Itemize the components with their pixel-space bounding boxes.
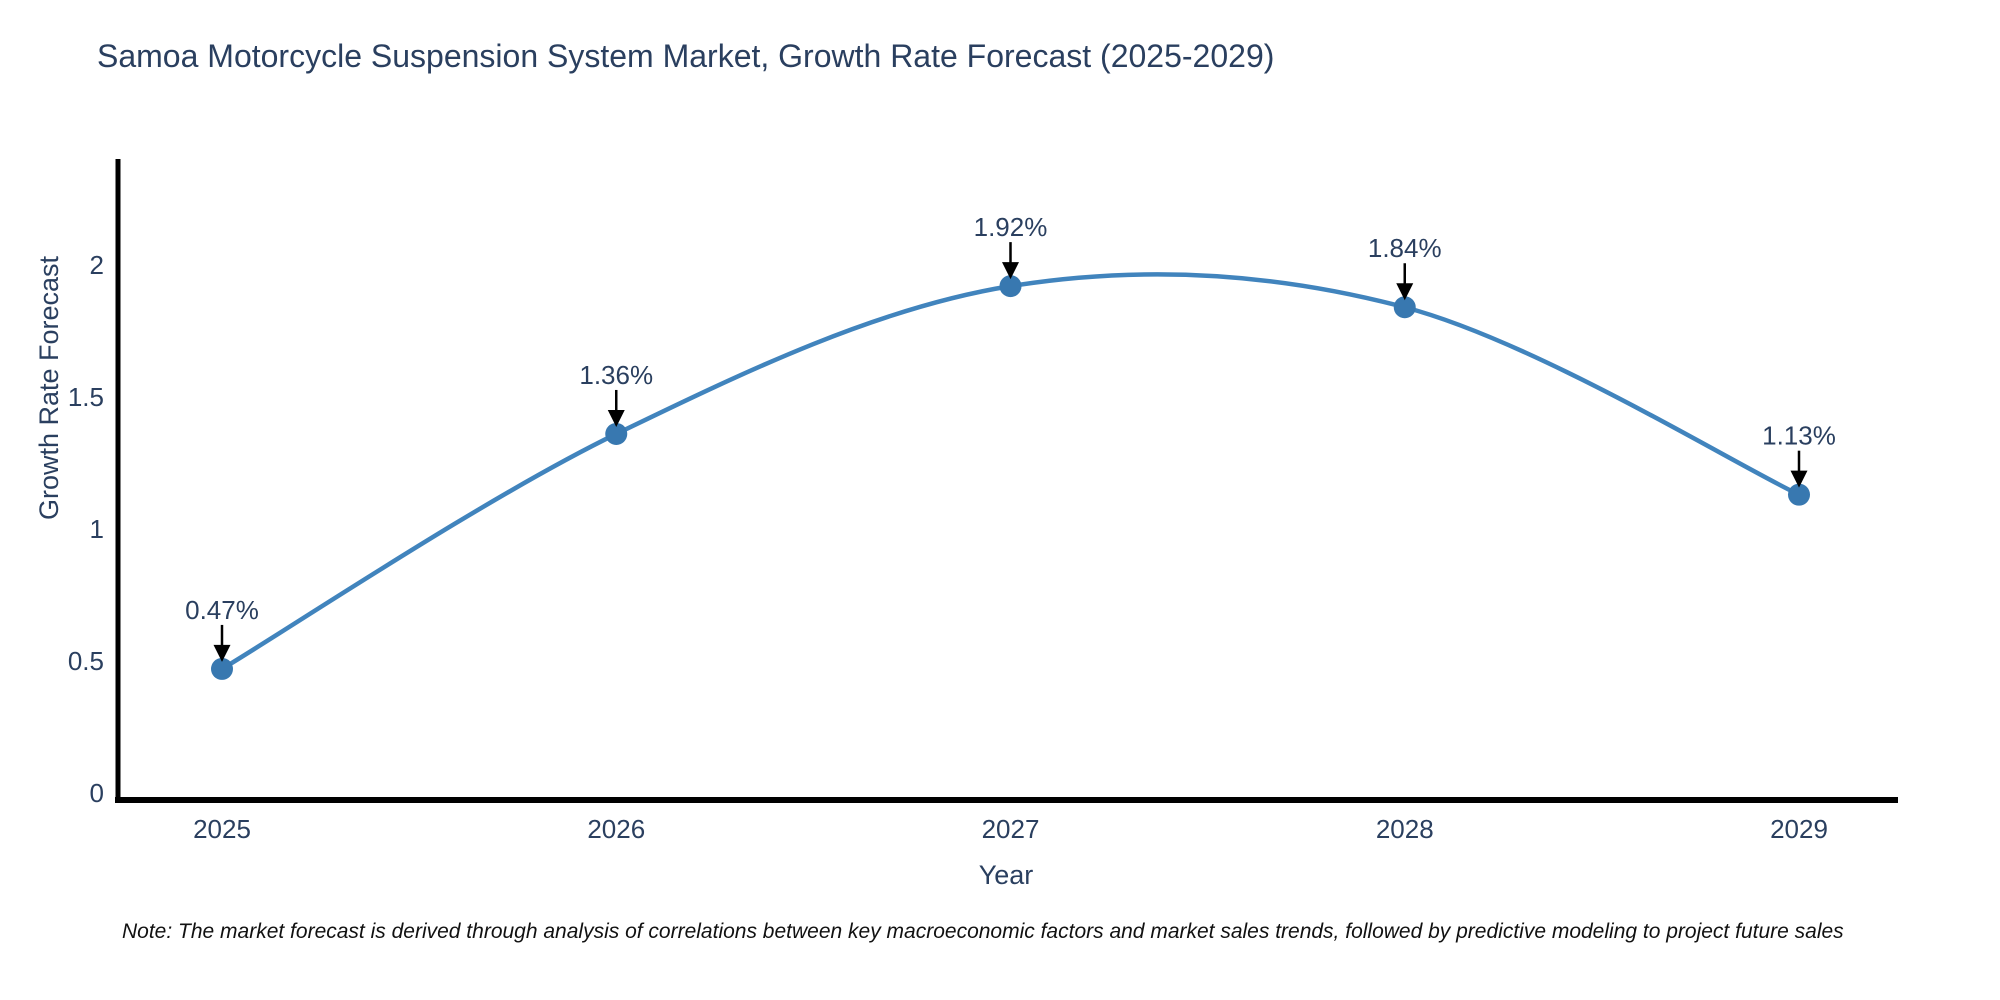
data-point-marker	[1788, 483, 1810, 506]
x-tick-label: 2025	[193, 814, 251, 844]
x-axis-title: Year	[979, 860, 1034, 890]
y-tick-label: 1.5	[68, 382, 104, 412]
x-tick-label: 2027	[982, 814, 1040, 844]
data-point-label: 1.13%	[1762, 421, 1836, 451]
data-point-marker	[999, 275, 1022, 298]
x-tick-label: 2029	[1770, 814, 1828, 844]
annotation-arrowhead-icon	[1396, 283, 1414, 301]
x-tick-label: 2028	[1376, 814, 1434, 844]
y-axis-title: Growth Rate Forecast	[34, 255, 64, 520]
data-point-marker	[1393, 296, 1416, 319]
data-point-label: 0.47%	[185, 595, 259, 625]
annotation-arrowhead-icon	[1002, 262, 1019, 280]
y-tick-label: 0.5	[68, 646, 104, 676]
annotation-arrowhead-icon	[1790, 470, 1808, 488]
forecast-line	[219, 272, 1802, 672]
data-point-marker	[605, 422, 628, 445]
y-tick-label: 2	[90, 250, 104, 280]
x-tick-label: 2026	[587, 814, 645, 844]
data-point-label: 1.92%	[974, 212, 1048, 242]
annotation-arrowhead-icon	[213, 644, 231, 662]
y-tick-label: 1	[90, 514, 104, 544]
data-point-label: 1.84%	[1368, 233, 1442, 263]
chart-title: Samoa Motorcycle Suspension System Marke…	[97, 38, 1275, 74]
y-tick-label: 0	[90, 778, 104, 808]
data-point-label: 1.36%	[579, 360, 653, 390]
data-point-marker	[211, 657, 233, 680]
footnote: Note: The market forecast is derived thr…	[122, 920, 1844, 943]
annotation-arrowhead-icon	[607, 409, 625, 427]
